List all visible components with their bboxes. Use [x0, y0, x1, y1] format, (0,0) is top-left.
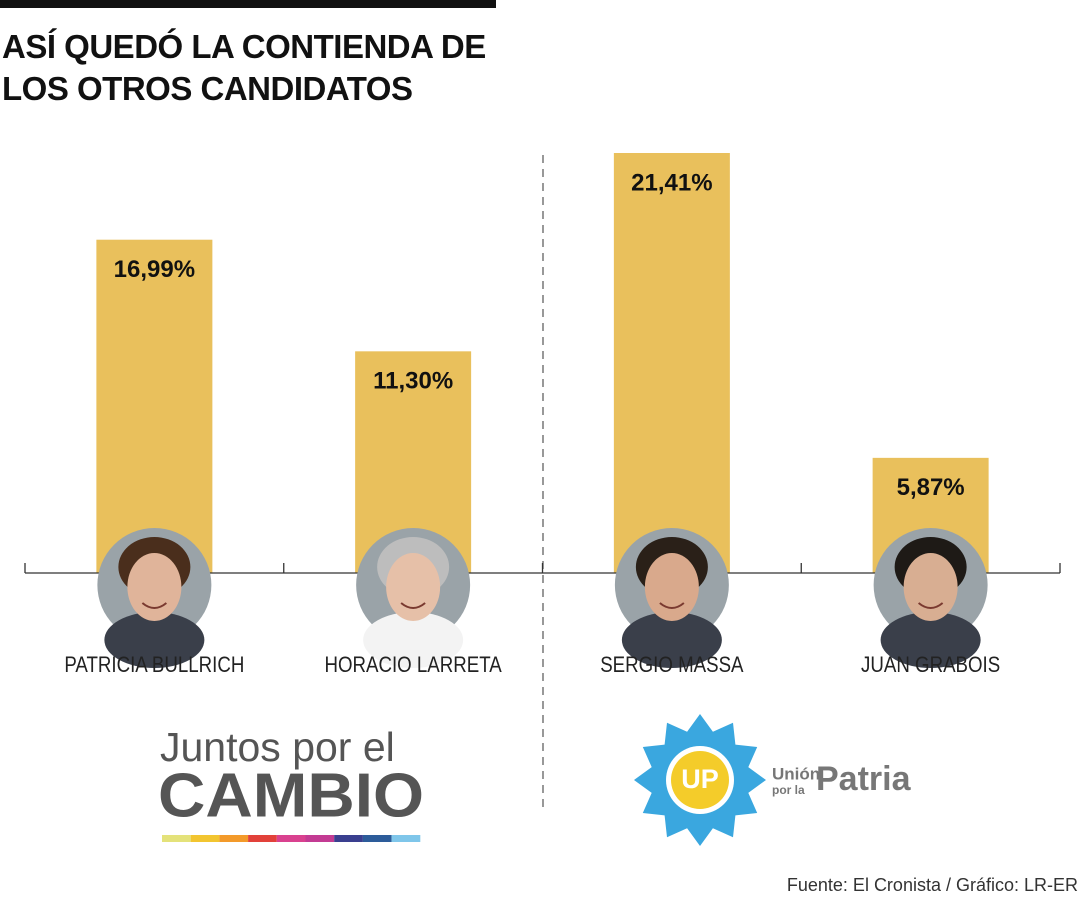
x-tick-label: PATRICIA BULLRICH	[64, 653, 244, 677]
photo-smile	[659, 602, 685, 609]
photo-shoulders	[104, 612, 205, 668]
party-logo-text: por la	[772, 783, 805, 797]
photo-face	[127, 553, 182, 621]
photo-shoulders	[880, 612, 981, 668]
stripe-segment	[276, 835, 306, 842]
source: Fuente: El Cronista / Gráfico: LR-ER	[787, 875, 1078, 895]
stripe-segment	[334, 835, 363, 842]
stripe-segment	[305, 835, 335, 842]
stripe-segment	[248, 835, 277, 842]
party-logo-text: Juntos por el	[160, 724, 395, 770]
photo-shoulders	[621, 612, 722, 668]
stripe-segment	[190, 835, 220, 842]
photos: PATRICIA BULLRICH HORACIO LARRETA SERGIO M…	[64, 528, 1000, 677]
stripe-segment	[391, 835, 421, 842]
value-label: 11,30%	[373, 368, 453, 395]
photo-face	[644, 553, 699, 621]
value-label: 21,41%	[631, 169, 712, 196]
photo-smile	[141, 602, 168, 609]
photo-smile	[917, 602, 944, 609]
party-logo-text: CAMBIO	[158, 761, 424, 830]
bar	[613, 153, 730, 573]
top-rule	[0, 0, 496, 8]
logo-circle	[671, 751, 729, 809]
photo-face	[903, 553, 958, 621]
bars: 16,99% 11,30% 21,41% 5,87%	[96, 153, 989, 573]
chart-title: ASÍ QUEDÓ LA CONTIENDA DE LOS OTROS CAND…	[2, 28, 486, 107]
x-tick-label: HORACIO LARRETA	[325, 653, 503, 677]
photo-smile	[400, 602, 426, 609]
photo-face	[386, 553, 441, 621]
logo-badge: UP	[681, 764, 719, 794]
stripe-segment	[162, 835, 191, 842]
photo-shoulders	[363, 612, 464, 668]
party-logo-text: Patria	[816, 760, 912, 798]
value-label: 16,99%	[114, 256, 195, 283]
x-tick-label: SERGIO MASSA	[600, 653, 744, 677]
bar	[96, 239, 213, 573]
logo-stripe	[162, 835, 421, 842]
stripe-segment	[219, 835, 249, 842]
value-label: 5,87%	[897, 474, 965, 501]
axis-ticks	[24, 563, 1061, 573]
x-tick-label: JUAN GRABOIS	[861, 653, 1000, 677]
party-logo-text: Unión	[772, 764, 820, 783]
stripe-segment	[362, 835, 392, 842]
